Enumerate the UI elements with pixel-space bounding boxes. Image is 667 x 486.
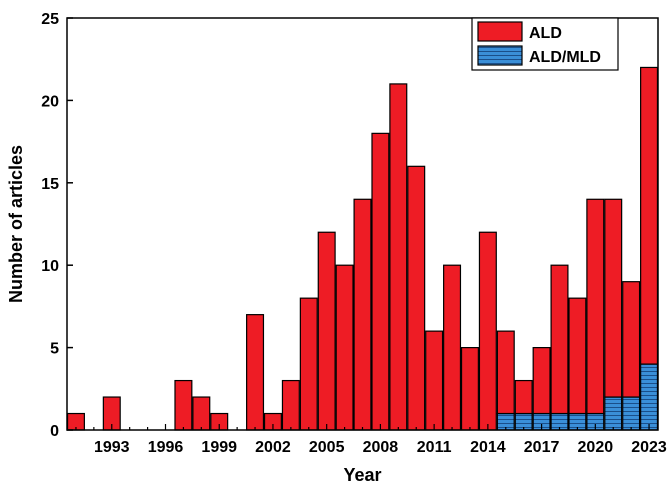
x-tick-label: 2008 bbox=[363, 439, 399, 456]
x-tick-label: 2020 bbox=[578, 439, 614, 456]
x-tick-label: 2017 bbox=[524, 439, 560, 456]
bar-ald-1998 bbox=[192, 396, 211, 431]
bar-ald-2005 bbox=[317, 231, 336, 431]
y-tick-label: 20 bbox=[41, 93, 59, 110]
bar-ald-mld-2022 bbox=[622, 396, 641, 431]
bar-ald-2015 bbox=[496, 330, 515, 415]
bar-ald-2023 bbox=[640, 66, 659, 365]
x-tick-label: 2011 bbox=[417, 439, 452, 456]
x-tick-label: 1996 bbox=[148, 439, 184, 456]
bar-ald-2019 bbox=[568, 297, 587, 415]
bar-ald-2004 bbox=[299, 297, 318, 431]
y-axis-title: Number of articles bbox=[6, 145, 26, 303]
legend-label: ALD/MLD bbox=[529, 49, 601, 66]
bar-ald-2007 bbox=[353, 198, 372, 431]
y-tick-label: 10 bbox=[41, 258, 59, 275]
bar-ald-2010 bbox=[407, 165, 426, 431]
bar-ald-2009 bbox=[389, 83, 408, 431]
x-axis-title: Year bbox=[343, 465, 381, 485]
legend-swatch bbox=[477, 21, 523, 42]
bar-ald-2013 bbox=[460, 347, 479, 431]
bar-ald-2012 bbox=[443, 264, 462, 431]
x-tick-label: 2014 bbox=[470, 439, 506, 456]
bar-ald-mld-2023 bbox=[640, 363, 659, 431]
bar-ald-2021 bbox=[604, 198, 623, 398]
bar-ald-2006 bbox=[335, 264, 354, 431]
bar-ald-1997 bbox=[174, 379, 193, 431]
bar-ald-2020 bbox=[586, 198, 605, 415]
y-tick-label: 25 bbox=[41, 11, 59, 28]
bar-ald-mld-2021 bbox=[604, 396, 623, 431]
x-tick-label: 1993 bbox=[94, 439, 130, 456]
bar-ald-2008 bbox=[371, 132, 390, 431]
bars-group bbox=[66, 66, 659, 431]
bar-ald-2001 bbox=[246, 314, 265, 431]
y-tick-label: 0 bbox=[50, 423, 59, 440]
x-tick-label: 2002 bbox=[255, 439, 291, 456]
bar-ald-2016 bbox=[514, 379, 533, 415]
bar-ald-2003 bbox=[281, 379, 300, 431]
legend: ALD ALD/MLD bbox=[471, 17, 619, 71]
y-tick-label: 5 bbox=[50, 341, 59, 358]
y-tick-label: 15 bbox=[41, 176, 59, 193]
axes-group: 0 5 10 15 20 25 1993 1996 1999 2002 2005 2008 2011 20… bbox=[41, 11, 667, 456]
bar-ald-2011 bbox=[425, 330, 444, 431]
x-tick-label: 2005 bbox=[309, 439, 345, 456]
x-tick-label: 2023 bbox=[631, 439, 667, 456]
bar-ald-2018 bbox=[550, 264, 569, 415]
legend-swatch bbox=[477, 45, 523, 66]
x-tick-label: 1999 bbox=[201, 439, 237, 456]
legend-label: ALD bbox=[529, 25, 562, 42]
bar-ald-2017 bbox=[532, 347, 551, 415]
bar-ald-2014 bbox=[478, 231, 497, 431]
bar-ald-2022 bbox=[622, 281, 641, 398]
